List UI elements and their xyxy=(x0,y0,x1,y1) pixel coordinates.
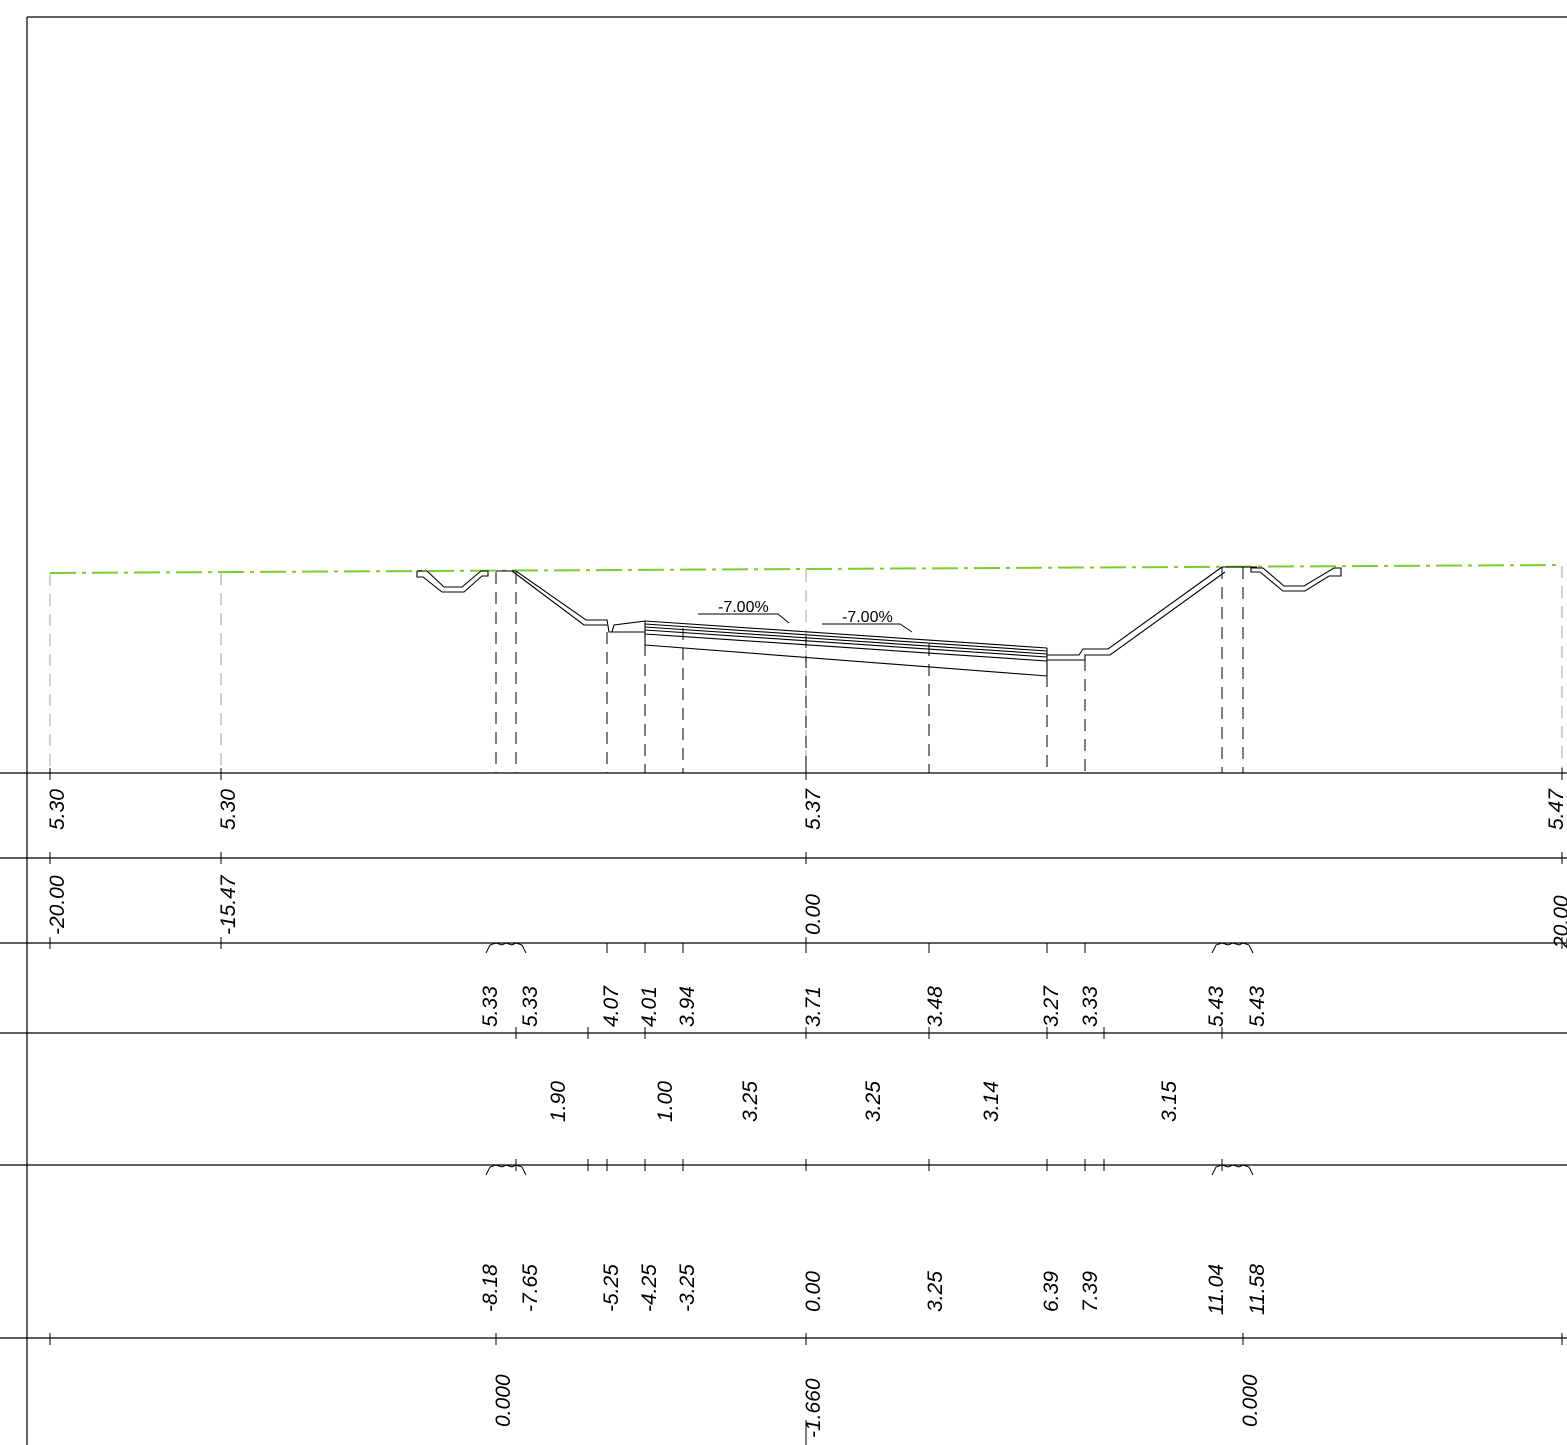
table-grid xyxy=(0,772,1567,1339)
row4-value: 1.90 xyxy=(547,1081,570,1122)
row6-value: 0.000 xyxy=(1239,1374,1262,1427)
row1-value: 5.47 xyxy=(1545,788,1567,830)
row5-value: -5.25 xyxy=(600,1264,623,1312)
row2-value: -15.47 xyxy=(217,874,240,935)
row6-value: -1.660 xyxy=(802,1378,825,1438)
frame xyxy=(26,16,1567,1445)
slope-arrow-right xyxy=(822,623,913,633)
row3-value: 3.94 xyxy=(676,986,699,1027)
row5-value: -3.25 xyxy=(676,1264,699,1312)
row3-value: 3.33 xyxy=(1079,986,1102,1027)
row4-value: 3.15 xyxy=(1158,1081,1181,1122)
row1-value: 5.30 xyxy=(217,789,240,830)
row-5: -8.18 -7.65 -5.25 -4.25 -3.25 0.00 3.25 … xyxy=(479,1264,1269,1315)
row3-value: 5.43 xyxy=(1205,986,1228,1027)
row3-value: 5.43 xyxy=(1246,986,1269,1027)
row4-value: 3.14 xyxy=(980,1081,1003,1122)
row1-value: 5.30 xyxy=(46,789,69,830)
row5-value: 11.04 xyxy=(1205,1264,1228,1315)
row2-value: 0.00 xyxy=(802,894,825,935)
row3-value: 3.48 xyxy=(924,986,947,1027)
row5-value: 7.39 xyxy=(1079,1271,1102,1312)
row5-value: 3.25 xyxy=(924,1271,947,1312)
row2-value: 20.00 xyxy=(1550,895,1567,949)
row1-value: 5.37 xyxy=(802,788,825,830)
row5-value: 11.58 xyxy=(1246,1264,1269,1315)
ticks xyxy=(49,768,1563,1445)
slope-label-left: -7.00% xyxy=(718,599,769,616)
row2-value: -20.00 xyxy=(46,875,69,935)
row4-value: 1.00 xyxy=(654,1081,677,1122)
row-1: 5.30 5.30 5.37 5.47 xyxy=(46,788,1567,830)
row5-value: -4.25 xyxy=(638,1264,661,1312)
row3-value: 5.33 xyxy=(519,986,542,1027)
row5-value: 0.00 xyxy=(802,1271,825,1312)
row3-value: 3.71 xyxy=(802,986,825,1027)
existing-ground-line xyxy=(49,564,1563,574)
slope-arrow-left xyxy=(698,613,790,624)
section-guides xyxy=(495,567,1244,773)
row3-value: 5.33 xyxy=(479,986,502,1027)
row5-value: 6.39 xyxy=(1040,1271,1063,1312)
row-3: 5.33 5.33 4.07 4.01 3.94 3.71 3.48 3.27 … xyxy=(479,985,1269,1027)
row6-value: 0.000 xyxy=(492,1374,515,1427)
brackets xyxy=(485,942,1254,1176)
row3-value: 4.07 xyxy=(600,985,623,1027)
row3-value: 4.01 xyxy=(638,986,661,1027)
row3-value: 3.27 xyxy=(1040,985,1063,1027)
row5-value: -8.18 xyxy=(479,1264,502,1312)
road-section xyxy=(416,566,1342,677)
row4-value: 3.25 xyxy=(862,1081,885,1122)
row5-value: -7.65 xyxy=(519,1264,542,1312)
slope-labels: -7.00% -7.00% xyxy=(698,599,913,633)
row-4: 1.90 1.00 3.25 3.25 3.14 3.15 xyxy=(547,1081,1181,1122)
slope-label-right: -7.00% xyxy=(842,609,893,626)
row-6: 0.000 -1.660 0.000 xyxy=(492,1374,1262,1438)
row-2: -20.00 -15.47 0.00 20.00 xyxy=(46,874,1567,949)
row4-value: 3.25 xyxy=(739,1081,762,1122)
